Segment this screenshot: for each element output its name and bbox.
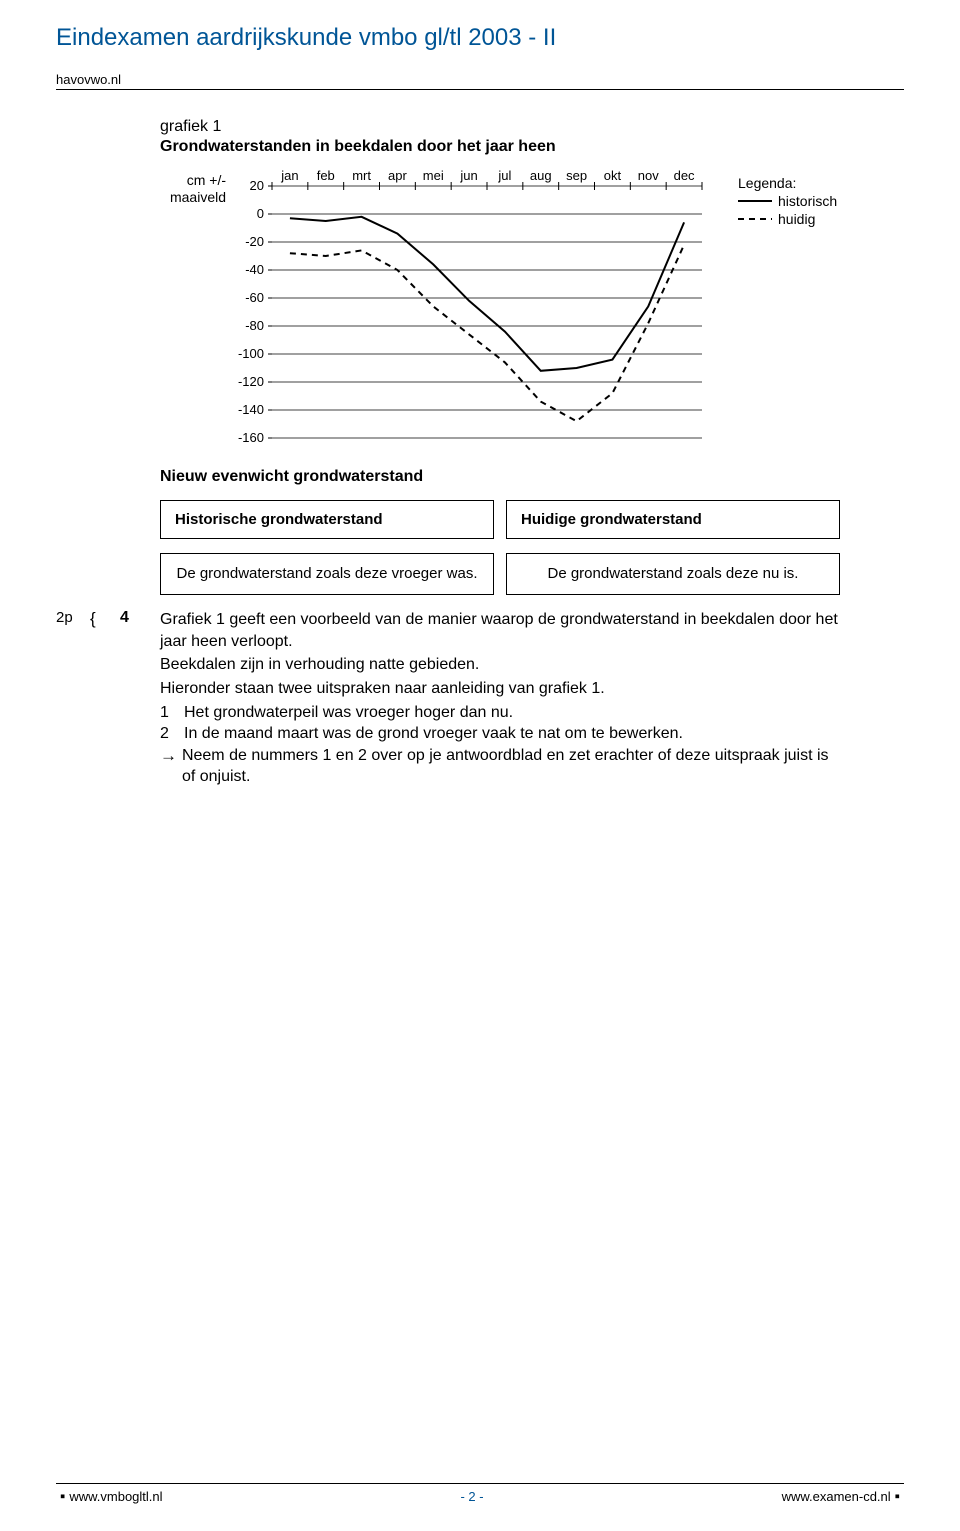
svg-text:-80: -80 bbox=[245, 318, 264, 333]
legend-label: huidig bbox=[778, 210, 815, 228]
svg-text:nov: nov bbox=[638, 168, 659, 183]
chart-svg: 20 0 -20 -40 -60 -80 -100 -120 -140 -160 jan feb mrt… bbox=[230, 168, 730, 448]
svg-text:okt: okt bbox=[604, 168, 622, 183]
y-axis-label-line1: cm +/- bbox=[187, 172, 226, 188]
arrow-icon: → bbox=[160, 745, 182, 768]
definitions-body-row: De grondwaterstand zoals deze vroeger wa… bbox=[160, 553, 840, 595]
dash-icon: ▪ bbox=[891, 1488, 904, 1505]
def-header-left: Historische grondwaterstand bbox=[160, 500, 494, 539]
statements-list: 1Het grondwaterpeil was vroeger hoger da… bbox=[160, 702, 840, 745]
question-points: 2p bbox=[56, 609, 90, 626]
footer-right: www.examen-cd.nl ▪ bbox=[782, 1488, 904, 1505]
instruction-row: → Neem de nummers 1 en 2 over op je antw… bbox=[160, 745, 840, 788]
footer-left-text: www.vmbogltl.nl bbox=[69, 1489, 162, 1504]
exam-title: Eindexamen aardrijkskunde vmbo gl/tl 200… bbox=[0, 0, 960, 58]
question-row: 2p { 4 Grafiek 1 geeft een voorbeeld van… bbox=[56, 609, 840, 788]
legend-item: historisch bbox=[738, 192, 837, 210]
svg-text:jan: jan bbox=[280, 168, 298, 183]
statement-number: 2 bbox=[160, 723, 184, 745]
footer-center: - 2 - bbox=[460, 1489, 483, 1504]
dash-icon: ▪ bbox=[56, 1488, 69, 1505]
definitions-header-row: Historische grondwaterstand Huidige gron… bbox=[160, 500, 840, 539]
page: Eindexamen aardrijkskunde vmbo gl/tl 200… bbox=[0, 0, 960, 1531]
svg-text:sep: sep bbox=[566, 168, 587, 183]
legend-item: huidig bbox=[738, 210, 837, 228]
svg-text:-160: -160 bbox=[238, 430, 264, 445]
instruction-text: Neem de nummers 1 en 2 over op je antwoo… bbox=[182, 745, 840, 788]
statement-row: 1Het grondwaterpeil was vroeger hoger da… bbox=[160, 702, 840, 724]
chart-block: cm +/- maaiveld 20 0 -20 -40 -60 -80 -100 -120 -… bbox=[160, 168, 840, 448]
svg-text:-120: -120 bbox=[238, 374, 264, 389]
content-area: grafiek 1 Grondwaterstanden in beekdalen… bbox=[0, 90, 960, 788]
question-para-2: Beekdalen zijn in verhouding natte gebie… bbox=[160, 654, 840, 676]
svg-text:jun: jun bbox=[459, 168, 477, 183]
def-header-right: Huidige grondwaterstand bbox=[506, 500, 840, 539]
svg-text:mei: mei bbox=[423, 168, 444, 183]
footer: ▪ www.vmbogltl.nl - 2 - www.examen-cd.nl… bbox=[56, 1483, 904, 1505]
site-label: havovwo.nl bbox=[56, 58, 904, 90]
chart-legend: Legenda:historischhuidig bbox=[738, 174, 837, 229]
figure-title: Grondwaterstanden in beekdalen door het … bbox=[160, 138, 840, 156]
statement-text: Het grondwaterpeil was vroeger hoger dan… bbox=[184, 702, 513, 724]
question-marker-icon: { bbox=[90, 609, 120, 629]
svg-text:aug: aug bbox=[530, 168, 552, 183]
svg-text:jul: jul bbox=[497, 168, 511, 183]
legend-title: Legenda: bbox=[738, 174, 837, 192]
svg-text:-100: -100 bbox=[238, 346, 264, 361]
legend-label: historisch bbox=[778, 192, 837, 210]
footer-right-text: www.examen-cd.nl bbox=[782, 1489, 891, 1504]
svg-text:-20: -20 bbox=[245, 234, 264, 249]
question-para-1: Grafiek 1 geeft een voorbeeld van de man… bbox=[160, 609, 840, 652]
figure-label: grafiek 1 bbox=[160, 118, 840, 136]
y-axis-label-line2: maaiveld bbox=[170, 189, 226, 205]
question-para-3: Hieronder staan twee uitspraken naar aan… bbox=[160, 678, 840, 700]
svg-text:-60: -60 bbox=[245, 290, 264, 305]
footer-left: ▪ www.vmbogltl.nl bbox=[56, 1488, 163, 1505]
section-title: Nieuw evenwicht grondwaterstand bbox=[160, 468, 840, 486]
svg-text:dec: dec bbox=[674, 168, 695, 183]
y-axis-label: cm +/- maaiveld bbox=[160, 168, 230, 206]
svg-text:apr: apr bbox=[388, 168, 407, 183]
svg-text:mrt: mrt bbox=[352, 168, 371, 183]
question-body: Grafiek 1 geeft een voorbeeld van de man… bbox=[160, 609, 840, 788]
statement-row: 2In de maand maart was de grond vroeger … bbox=[160, 723, 840, 745]
svg-text:20: 20 bbox=[250, 178, 264, 193]
svg-text:0: 0 bbox=[257, 206, 264, 221]
svg-text:-40: -40 bbox=[245, 262, 264, 277]
def-body-right: De grondwaterstand zoals deze nu is. bbox=[506, 553, 840, 595]
question-number: 4 bbox=[120, 609, 160, 627]
def-body-left: De grondwaterstand zoals deze vroeger wa… bbox=[160, 553, 494, 595]
svg-text:-140: -140 bbox=[238, 402, 264, 417]
statement-text: In de maand maart was de grond vroeger v… bbox=[184, 723, 683, 745]
statement-number: 1 bbox=[160, 702, 184, 724]
svg-text:feb: feb bbox=[317, 168, 335, 183]
